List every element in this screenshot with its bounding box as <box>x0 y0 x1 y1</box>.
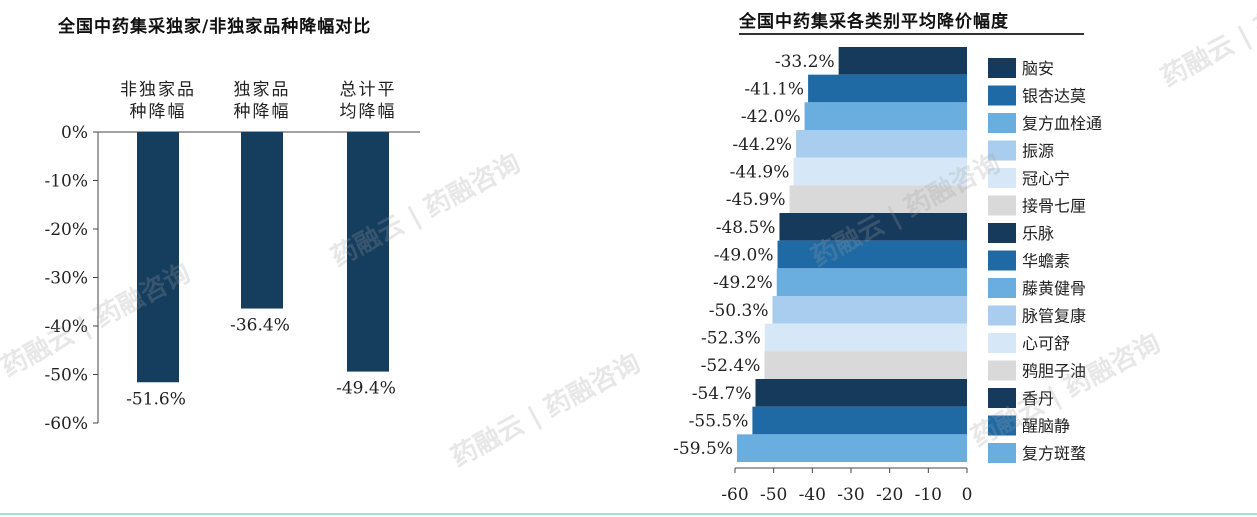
bar <box>838 47 967 75</box>
legend-label: 心可舒 <box>1022 334 1070 353</box>
legend-label: 复方斑蝥 <box>1022 444 1086 463</box>
legend-swatch <box>988 195 1016 216</box>
legend-label: 银杏达莫 <box>1022 87 1086 106</box>
y-tick-label: -30% <box>44 269 88 289</box>
legend-swatch <box>988 360 1016 381</box>
right-chart-title: 全国中药集采各类别平均降价幅度 <box>739 12 1009 32</box>
legend-swatch <box>988 223 1016 243</box>
legend-swatch <box>988 305 1016 326</box>
y-tick-label: 0% <box>61 123 88 143</box>
x-tick-label: -40 <box>799 485 826 505</box>
y-tick-label: -10% <box>44 172 88 192</box>
legend-label: 藤黄健骨 <box>1022 279 1086 298</box>
legend-swatch <box>988 168 1016 188</box>
bar <box>736 434 967 462</box>
data-label: -59.5% <box>673 439 733 459</box>
bar <box>796 130 967 158</box>
category-label: 总计平 均降幅 <box>313 79 423 123</box>
legend-label: 香丹 <box>1022 389 1054 408</box>
x-tick-label: -10 <box>915 485 942 505</box>
legend-label: 复方血栓通 <box>1022 114 1102 133</box>
legend-swatch <box>988 113 1016 133</box>
data-label: -42.0% <box>741 107 801 127</box>
bar <box>779 213 967 241</box>
bar <box>764 351 967 379</box>
left-chart-panel: 全国中药集采独家/非独家品种降幅对比 非独家品 种降幅 独家品 种降幅 总计平 均降幅 0… <box>44 17 423 434</box>
data-label: -52.3% <box>701 329 761 349</box>
category-label-line: 总计平 <box>339 80 397 100</box>
legend-swatch <box>988 443 1016 463</box>
legend-swatch <box>988 333 1016 353</box>
data-label: -36.4% <box>230 316 290 336</box>
bar <box>808 74 967 103</box>
right-chart-panel: 全国中药集采各类别平均降价幅度 -33.2% -41.1% -42.0% -44.2%… <box>640 0 1257 517</box>
bar <box>137 132 179 383</box>
data-label: -51.6% <box>126 389 186 409</box>
data-label: -49.4% <box>336 379 396 399</box>
legend-label: 华蟾素 <box>1022 252 1070 271</box>
legend-label: 冠心宁 <box>1022 169 1070 188</box>
right-bar-chart: -33.2% -41.1% -42.0% -44.2% -44.9% -45.9% -48.… <box>673 47 1102 505</box>
legend-swatch <box>988 140 1016 161</box>
legend-label: 鸦胆子油 <box>1022 362 1086 381</box>
legend-label: 振源 <box>1022 142 1054 161</box>
bar <box>776 268 967 296</box>
data-label: -49.0% <box>714 246 774 266</box>
category-label: 非独家品 种降幅 <box>103 79 213 123</box>
category-label-line: 种降幅 <box>233 102 291 122</box>
bar <box>777 240 967 269</box>
data-label: -33.2% <box>775 52 835 72</box>
category-label-line: 种降幅 <box>129 102 187 122</box>
bar <box>772 296 967 324</box>
legend-label: 脑安 <box>1022 59 1054 78</box>
data-label: -48.5% <box>716 218 776 238</box>
x-tick-label: -50 <box>760 485 787 505</box>
y-tick-label: -40% <box>44 317 88 337</box>
data-label: -52.4% <box>701 356 761 376</box>
data-label: -50.3% <box>709 301 769 321</box>
data-label: -44.2% <box>732 135 792 155</box>
left-chart-title: 全国中药集采独家/非独家品种降幅对比 <box>58 17 372 37</box>
category-label: 独家品 种降幅 <box>207 79 317 123</box>
left-bar-chart: 0% -10% -20% -30% -40% -50% -60% -51.6% -36.4% -4… <box>44 123 420 434</box>
legend-label: 乐脉 <box>1022 224 1054 243</box>
bar <box>764 323 967 352</box>
legend-label: 醒脑静 <box>1022 417 1070 436</box>
bar <box>793 157 967 186</box>
title-underline <box>739 33 1084 35</box>
category-label-line: 均降幅 <box>339 102 397 122</box>
bottom-border-line <box>0 513 1257 515</box>
y-tick-label: -60% <box>44 414 88 434</box>
y-tick-label: -50% <box>44 366 88 386</box>
legend-swatch <box>988 250 1016 271</box>
data-label: -45.9% <box>726 190 786 210</box>
bar <box>347 132 389 372</box>
legend-label: 接骨七厘 <box>1022 197 1086 216</box>
data-label: -55.5% <box>689 412 749 432</box>
legend-swatch <box>988 278 1016 298</box>
y-tick-label: -20% <box>44 220 88 240</box>
x-tick-label: -20 <box>876 485 903 505</box>
data-label: -44.9% <box>730 163 790 183</box>
bar <box>752 406 967 435</box>
legend-swatch <box>988 388 1016 408</box>
x-tick-label: -60 <box>721 485 748 505</box>
legend-swatch <box>988 58 1016 78</box>
legend-label: 脉管复康 <box>1022 307 1086 326</box>
bar <box>804 102 967 130</box>
category-label-line: 非独家品 <box>120 80 196 100</box>
bar <box>755 379 967 407</box>
data-label: -54.7% <box>692 384 752 404</box>
bar <box>789 185 967 213</box>
data-label: -49.2% <box>713 273 773 293</box>
category-label-line: 独家品 <box>233 80 291 100</box>
bar <box>241 132 283 309</box>
x-tick-label: -30 <box>837 485 864 505</box>
data-label: -41.1% <box>744 80 804 100</box>
legend-swatch <box>988 415 1016 436</box>
legend-swatch <box>988 85 1016 106</box>
x-tick-label: 0 <box>962 485 973 505</box>
